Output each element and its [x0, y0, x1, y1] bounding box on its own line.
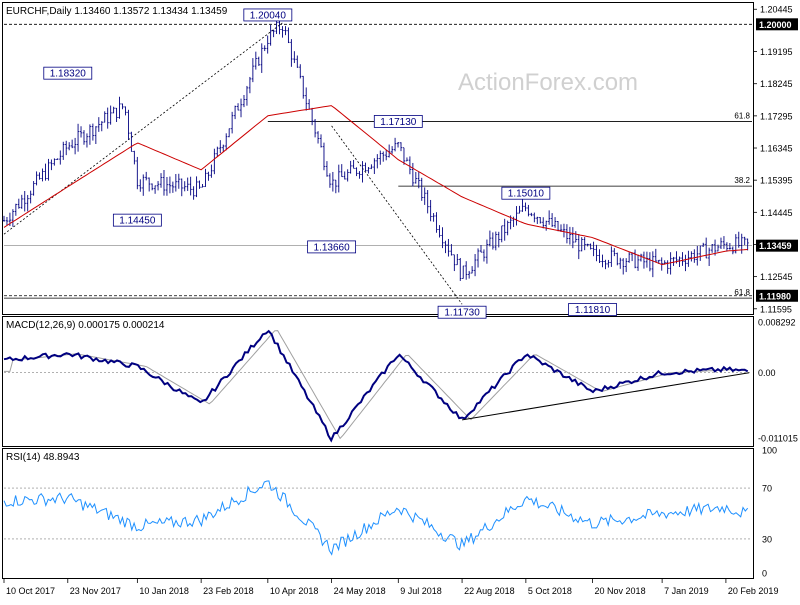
x-tick-label: 22 Aug 2018 [464, 586, 515, 596]
price-annotation-label: 1.18320 [50, 69, 87, 80]
fib-label: 61.8 [734, 111, 750, 120]
price-annotation-label: 1.15010 [508, 189, 545, 200]
level-badge [756, 289, 798, 302]
rsi-y-tick-label: 70 [762, 484, 772, 494]
x-tick-label: 23 Feb 2018 [203, 586, 254, 596]
macd-line [3, 329, 749, 443]
current-price-badge [756, 239, 798, 252]
price-annotation-box [568, 303, 617, 316]
macd-y-tick-label: -0.011015 [758, 434, 798, 444]
level-badge-label: 1.20000 [759, 20, 792, 30]
rsi-plot [3, 480, 752, 556]
macd-panel-frame [2, 316, 754, 447]
x-tick-label: 10 Jan 2018 [139, 586, 189, 596]
x-tick-label: 20 Feb 2019 [728, 586, 779, 596]
level-badge-label: 1.13459 [759, 241, 792, 251]
x-tick-label: 9 Jul 2018 [400, 586, 442, 596]
price-y-tick-label: 1.12545 [760, 272, 793, 282]
x-tick-label: 10 Apr 2018 [270, 586, 319, 596]
price-annotation-box [501, 186, 551, 200]
price-y-tick-label: 1.20445 [760, 5, 793, 15]
rsi-line [3, 480, 749, 556]
fib-label: 61.8 [734, 288, 750, 297]
price-annotation-label: 1.13660 [314, 242, 351, 253]
symbol-header: EURCHF,Daily 1.13460 1.13572 1.13434 1.1… [6, 6, 228, 17]
price-y-tick-label: 1.17295 [760, 111, 793, 121]
rsi-y-tick-label: 30 [762, 534, 772, 544]
price-annotation-box [373, 115, 423, 128]
rsi-y-tick-label: 0 [762, 569, 767, 579]
price-annotation-label: 1.11810 [575, 305, 611, 316]
macd-y-tick-label: 0.008292 [758, 318, 796, 328]
fib-label: 38.2 [734, 176, 750, 185]
price-y-tick-label: 1.16345 [760, 144, 793, 154]
macd-header: MACD(12,26,9) 0.000175 0.000214 [6, 320, 165, 331]
x-tick-label: 7 Jan 2019 [664, 586, 709, 596]
price-y-tick-label: 1.11595 [760, 304, 792, 314]
moving-average-line [3, 105, 748, 266]
price-annotation-box [243, 8, 293, 22]
price-y-tick-label: 1.19195 [760, 47, 793, 57]
level-badge-label: 1.11980 [759, 291, 791, 301]
price-plot: 61.8 38.2 61.8 1.18320 1.20040 1.14450 1.17130… [2, 8, 752, 319]
axes: 1.20445 1.19195 1.18245 1.17295 1.16345 1.153… [3, 5, 798, 596]
macd-plot [3, 329, 752, 443]
rsi-panel-frame [2, 448, 754, 579]
price-annotation-box [307, 240, 357, 254]
price-y-tick-label: 1.18245 [760, 79, 793, 89]
x-tick-label: 20 Nov 2018 [595, 586, 646, 596]
price-annotation-label: 1.17130 [380, 117, 417, 128]
macd-signal-line [4, 330, 748, 440]
x-tick-label: 24 May 2018 [334, 586, 386, 596]
rsi-y-tick-label: 100 [762, 446, 777, 456]
macd-trend-line [461, 372, 750, 421]
level-badge [756, 18, 798, 31]
price-annotation-box [437, 305, 487, 319]
price-annotation-label: 1.11730 [444, 308, 480, 319]
watermark: ActionForex.com [458, 69, 638, 96]
price-annotation-box [112, 213, 162, 227]
x-tick-label: 10 Oct 2017 [6, 586, 55, 596]
macd-y-tick-label: 0.00 [758, 368, 776, 378]
price-y-tick-label: 1.14445 [760, 208, 793, 218]
price-annotation-label: 1.20040 [250, 10, 287, 21]
x-tick-label: 5 Oct 2018 [528, 586, 572, 596]
x-tick-label: 23 Nov 2017 [70, 586, 121, 596]
price-annotation-label: 1.14450 [119, 216, 156, 227]
price-y-tick-label: 1.15395 [760, 176, 793, 186]
price-annotation-box [43, 66, 93, 80]
rsi-header: RSI(14) 48.8943 [6, 452, 80, 463]
trend-line [331, 125, 463, 305]
